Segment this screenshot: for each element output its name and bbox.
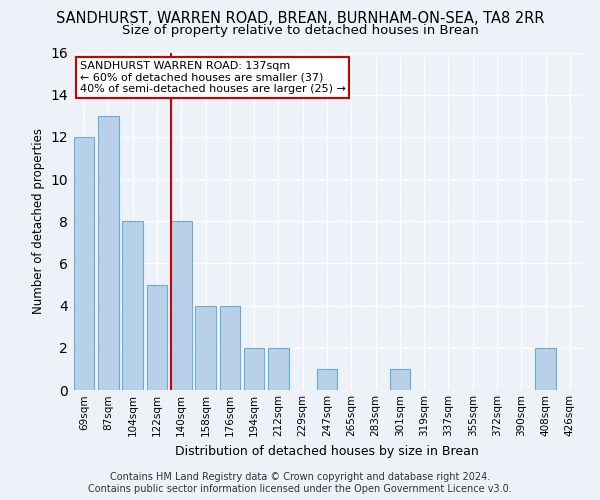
Text: SANDHURST WARREN ROAD: 137sqm
← 60% of detached houses are smaller (37)
40% of s: SANDHURST WARREN ROAD: 137sqm ← 60% of d… xyxy=(80,61,346,94)
Text: Contains HM Land Registry data © Crown copyright and database right 2024.
Contai: Contains HM Land Registry data © Crown c… xyxy=(88,472,512,494)
Bar xyxy=(98,116,119,390)
Bar xyxy=(389,369,410,390)
Text: SANDHURST, WARREN ROAD, BREAN, BURNHAM-ON-SEA, TA8 2RR: SANDHURST, WARREN ROAD, BREAN, BURNHAM-O… xyxy=(56,11,544,26)
Bar xyxy=(535,348,556,390)
Bar xyxy=(268,348,289,390)
Text: Size of property relative to detached houses in Brean: Size of property relative to detached ho… xyxy=(122,24,478,37)
Bar xyxy=(122,221,143,390)
Bar xyxy=(244,348,265,390)
Bar xyxy=(146,284,167,390)
Bar xyxy=(195,306,216,390)
Bar xyxy=(74,137,94,390)
Y-axis label: Number of detached properties: Number of detached properties xyxy=(32,128,44,314)
Bar xyxy=(220,306,240,390)
X-axis label: Distribution of detached houses by size in Brean: Distribution of detached houses by size … xyxy=(175,444,479,458)
Bar xyxy=(317,369,337,390)
Bar xyxy=(171,221,191,390)
